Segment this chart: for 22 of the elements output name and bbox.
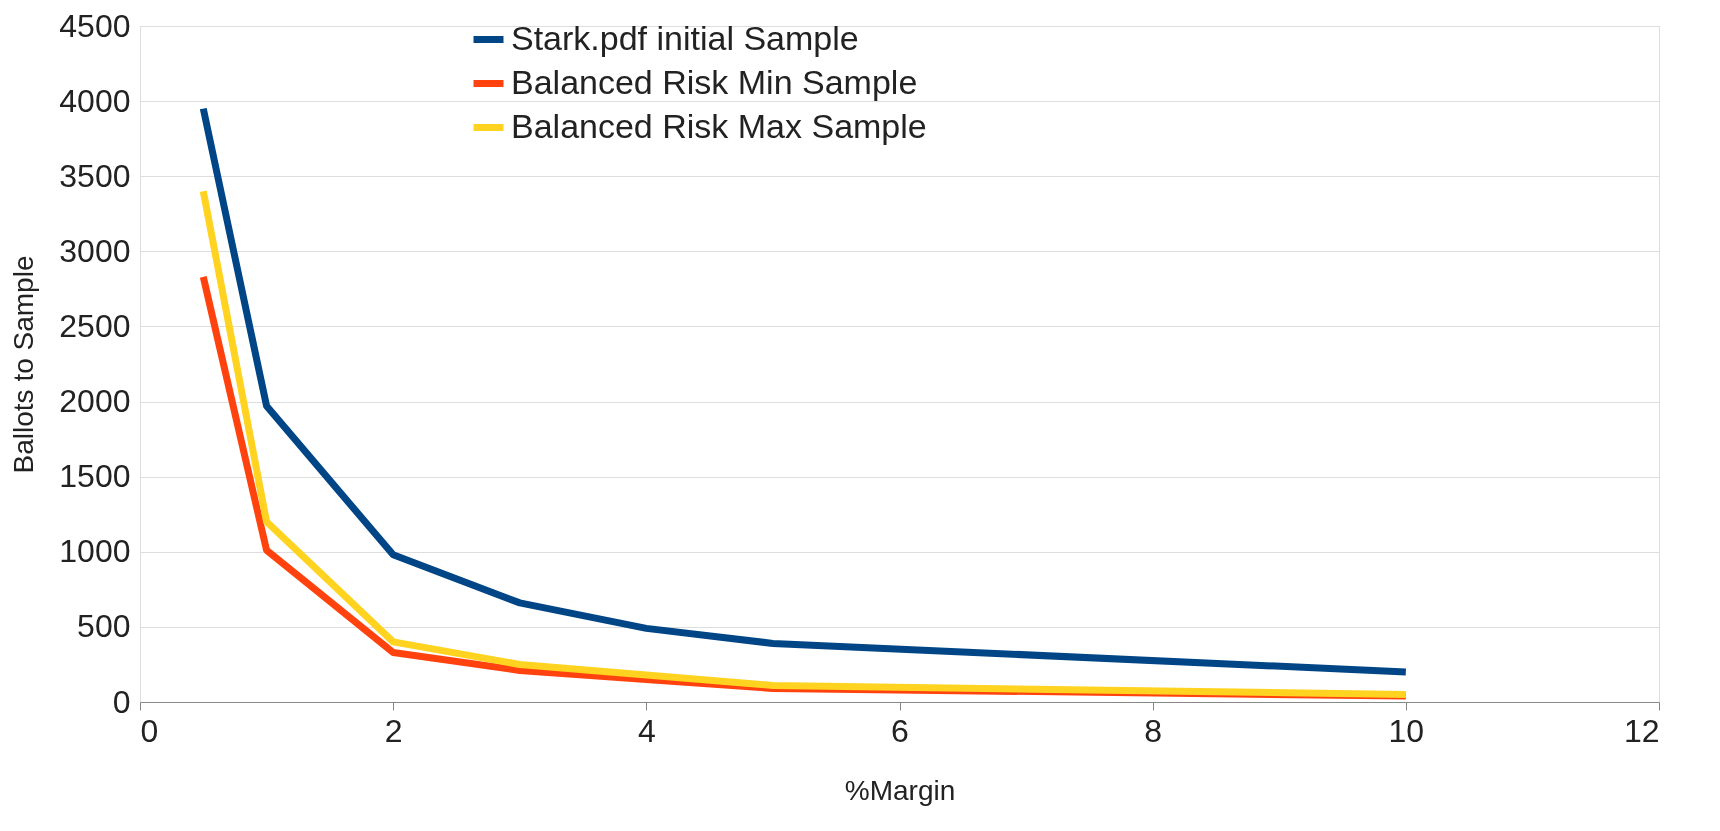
x-tick-label: 12 (1623, 712, 1660, 749)
x-tick-label: 4 (637, 712, 656, 749)
y-tick-label: 1500 (59, 458, 131, 495)
y-tick-label: 2500 (59, 307, 131, 344)
x-tick-label: 6 (891, 712, 909, 749)
y-tick-label: 0 (112, 683, 131, 720)
y-tick-label: 3500 (59, 157, 131, 194)
legend-label: Balanced Risk Max Sample (511, 106, 927, 145)
y-tick-label: 4000 (59, 82, 131, 119)
y-tick-label: 2000 (59, 383, 131, 420)
x-tick-label: 2 (384, 712, 403, 749)
y-tick-label: 1000 (59, 533, 131, 570)
y-tick-label: 500 (77, 608, 131, 645)
legend-label: Balanced Risk Min Sample (511, 62, 918, 101)
x-tick-label: 10 (1388, 712, 1425, 749)
y-tick-label: 4500 (59, 7, 131, 44)
x-tick-label: 8 (1144, 712, 1163, 749)
legend-label: Stark.pdf initial Sample (511, 18, 859, 57)
x-axis-title: %Margin (844, 774, 956, 806)
y-axis-title: Ballots to Sample (8, 255, 40, 474)
x-tick-label: 0 (140, 712, 159, 749)
y-tick-label: 3000 (59, 232, 131, 269)
